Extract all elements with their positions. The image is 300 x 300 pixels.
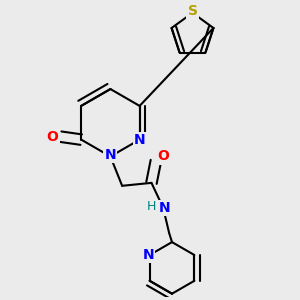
Text: N: N <box>159 201 170 215</box>
Text: N: N <box>142 248 154 262</box>
Text: S: S <box>188 4 197 18</box>
Text: O: O <box>157 149 169 164</box>
Text: N: N <box>134 133 146 147</box>
Text: H: H <box>147 200 156 213</box>
Text: O: O <box>46 130 58 144</box>
Text: N: N <box>105 148 116 162</box>
